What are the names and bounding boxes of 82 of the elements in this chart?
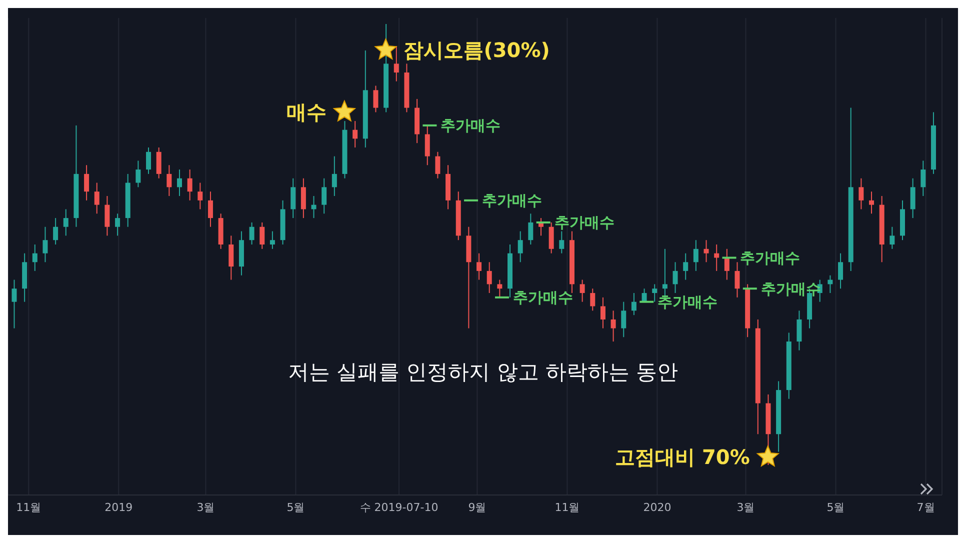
candlestick xyxy=(652,284,658,302)
candlestick xyxy=(136,160,141,188)
candlestick xyxy=(704,240,709,263)
x-tick-label: 수 2019-07-10 xyxy=(360,500,438,514)
candlestick xyxy=(621,301,626,338)
candlestick xyxy=(290,178,296,219)
candlestick xyxy=(198,182,203,210)
x-tick-label: 7월 xyxy=(916,500,935,514)
candlestick xyxy=(693,240,698,272)
candlestick xyxy=(260,222,265,250)
candlestick xyxy=(104,195,110,236)
candlestick xyxy=(208,191,213,228)
candlestick xyxy=(300,178,306,219)
annotation: 고점대비 70% xyxy=(615,445,750,469)
candlestick xyxy=(249,222,254,245)
annotation: 추가매수 xyxy=(513,288,574,307)
candlestick xyxy=(53,218,58,245)
annotation: 저는 실패를 인정하지 않고 하락하는 동안 xyxy=(286,359,680,386)
candlestick xyxy=(683,252,688,280)
candlestick xyxy=(270,230,275,250)
candlestick xyxy=(486,262,492,294)
annotation: 추가매수 xyxy=(440,116,501,135)
candlestick xyxy=(610,310,616,342)
x-tick-label: 5월 xyxy=(286,500,305,514)
candlestick xyxy=(176,169,182,196)
annotation: 추가매수 xyxy=(482,192,542,210)
candlestick xyxy=(631,292,636,316)
candlestick xyxy=(838,252,844,290)
candlestick xyxy=(548,222,554,254)
candlestick xyxy=(828,274,833,294)
candlestick xyxy=(63,208,68,236)
candlestick xyxy=(600,296,606,329)
candlestick xyxy=(311,195,316,219)
annotation: 추가매수 xyxy=(554,214,614,232)
candlestick xyxy=(115,213,120,236)
x-tick-label: 3월 xyxy=(736,500,755,514)
candlestick xyxy=(910,178,916,219)
candlestick xyxy=(518,230,523,263)
annotation: 추가매수 xyxy=(658,293,718,312)
candlestick xyxy=(920,160,926,196)
candlestick xyxy=(12,279,17,329)
candlestick xyxy=(166,164,172,196)
candlestick xyxy=(528,213,534,245)
candlestick xyxy=(424,124,430,166)
candlestick xyxy=(559,230,564,254)
x-tick-label: 9월 xyxy=(468,500,486,514)
candlestick xyxy=(796,310,802,351)
candlestick xyxy=(42,226,48,263)
candlestick xyxy=(32,244,38,272)
annotation: 추가매수 xyxy=(740,248,800,267)
x-tick-label: 11월 xyxy=(554,500,580,514)
candlestick xyxy=(858,178,864,210)
candlestick xyxy=(228,235,234,280)
candlestick xyxy=(435,151,440,179)
candlestick xyxy=(187,169,192,201)
candlestick xyxy=(94,182,100,214)
candlestick xyxy=(672,262,678,294)
candlestick xyxy=(580,279,585,302)
annotation: 매수 xyxy=(286,100,326,124)
candlestick xyxy=(352,120,358,148)
x-tick-label: 2019 xyxy=(104,500,133,514)
candlestick xyxy=(373,85,378,113)
x-tick-label: 2020 xyxy=(643,500,672,514)
candlestick xyxy=(394,46,399,82)
candlestick xyxy=(734,262,740,298)
candlestick xyxy=(890,226,895,250)
candlestick xyxy=(642,288,647,302)
annotation: 잠시오름(30%) xyxy=(404,38,550,62)
candlestick xyxy=(476,252,482,280)
candlestick xyxy=(84,164,90,201)
candlestick xyxy=(156,146,162,179)
x-tick-label: 3월 xyxy=(196,500,215,514)
candlestick xyxy=(146,146,152,174)
candlestick xyxy=(869,191,874,214)
candlestick xyxy=(332,156,337,196)
x-tick-label: 5월 xyxy=(826,500,845,514)
candlestick xyxy=(714,244,720,272)
candlestick xyxy=(497,279,502,298)
candlestick xyxy=(322,178,327,214)
candlestick xyxy=(590,288,596,312)
candlestick xyxy=(724,248,730,280)
x-tick-label: 11월 xyxy=(16,500,42,514)
